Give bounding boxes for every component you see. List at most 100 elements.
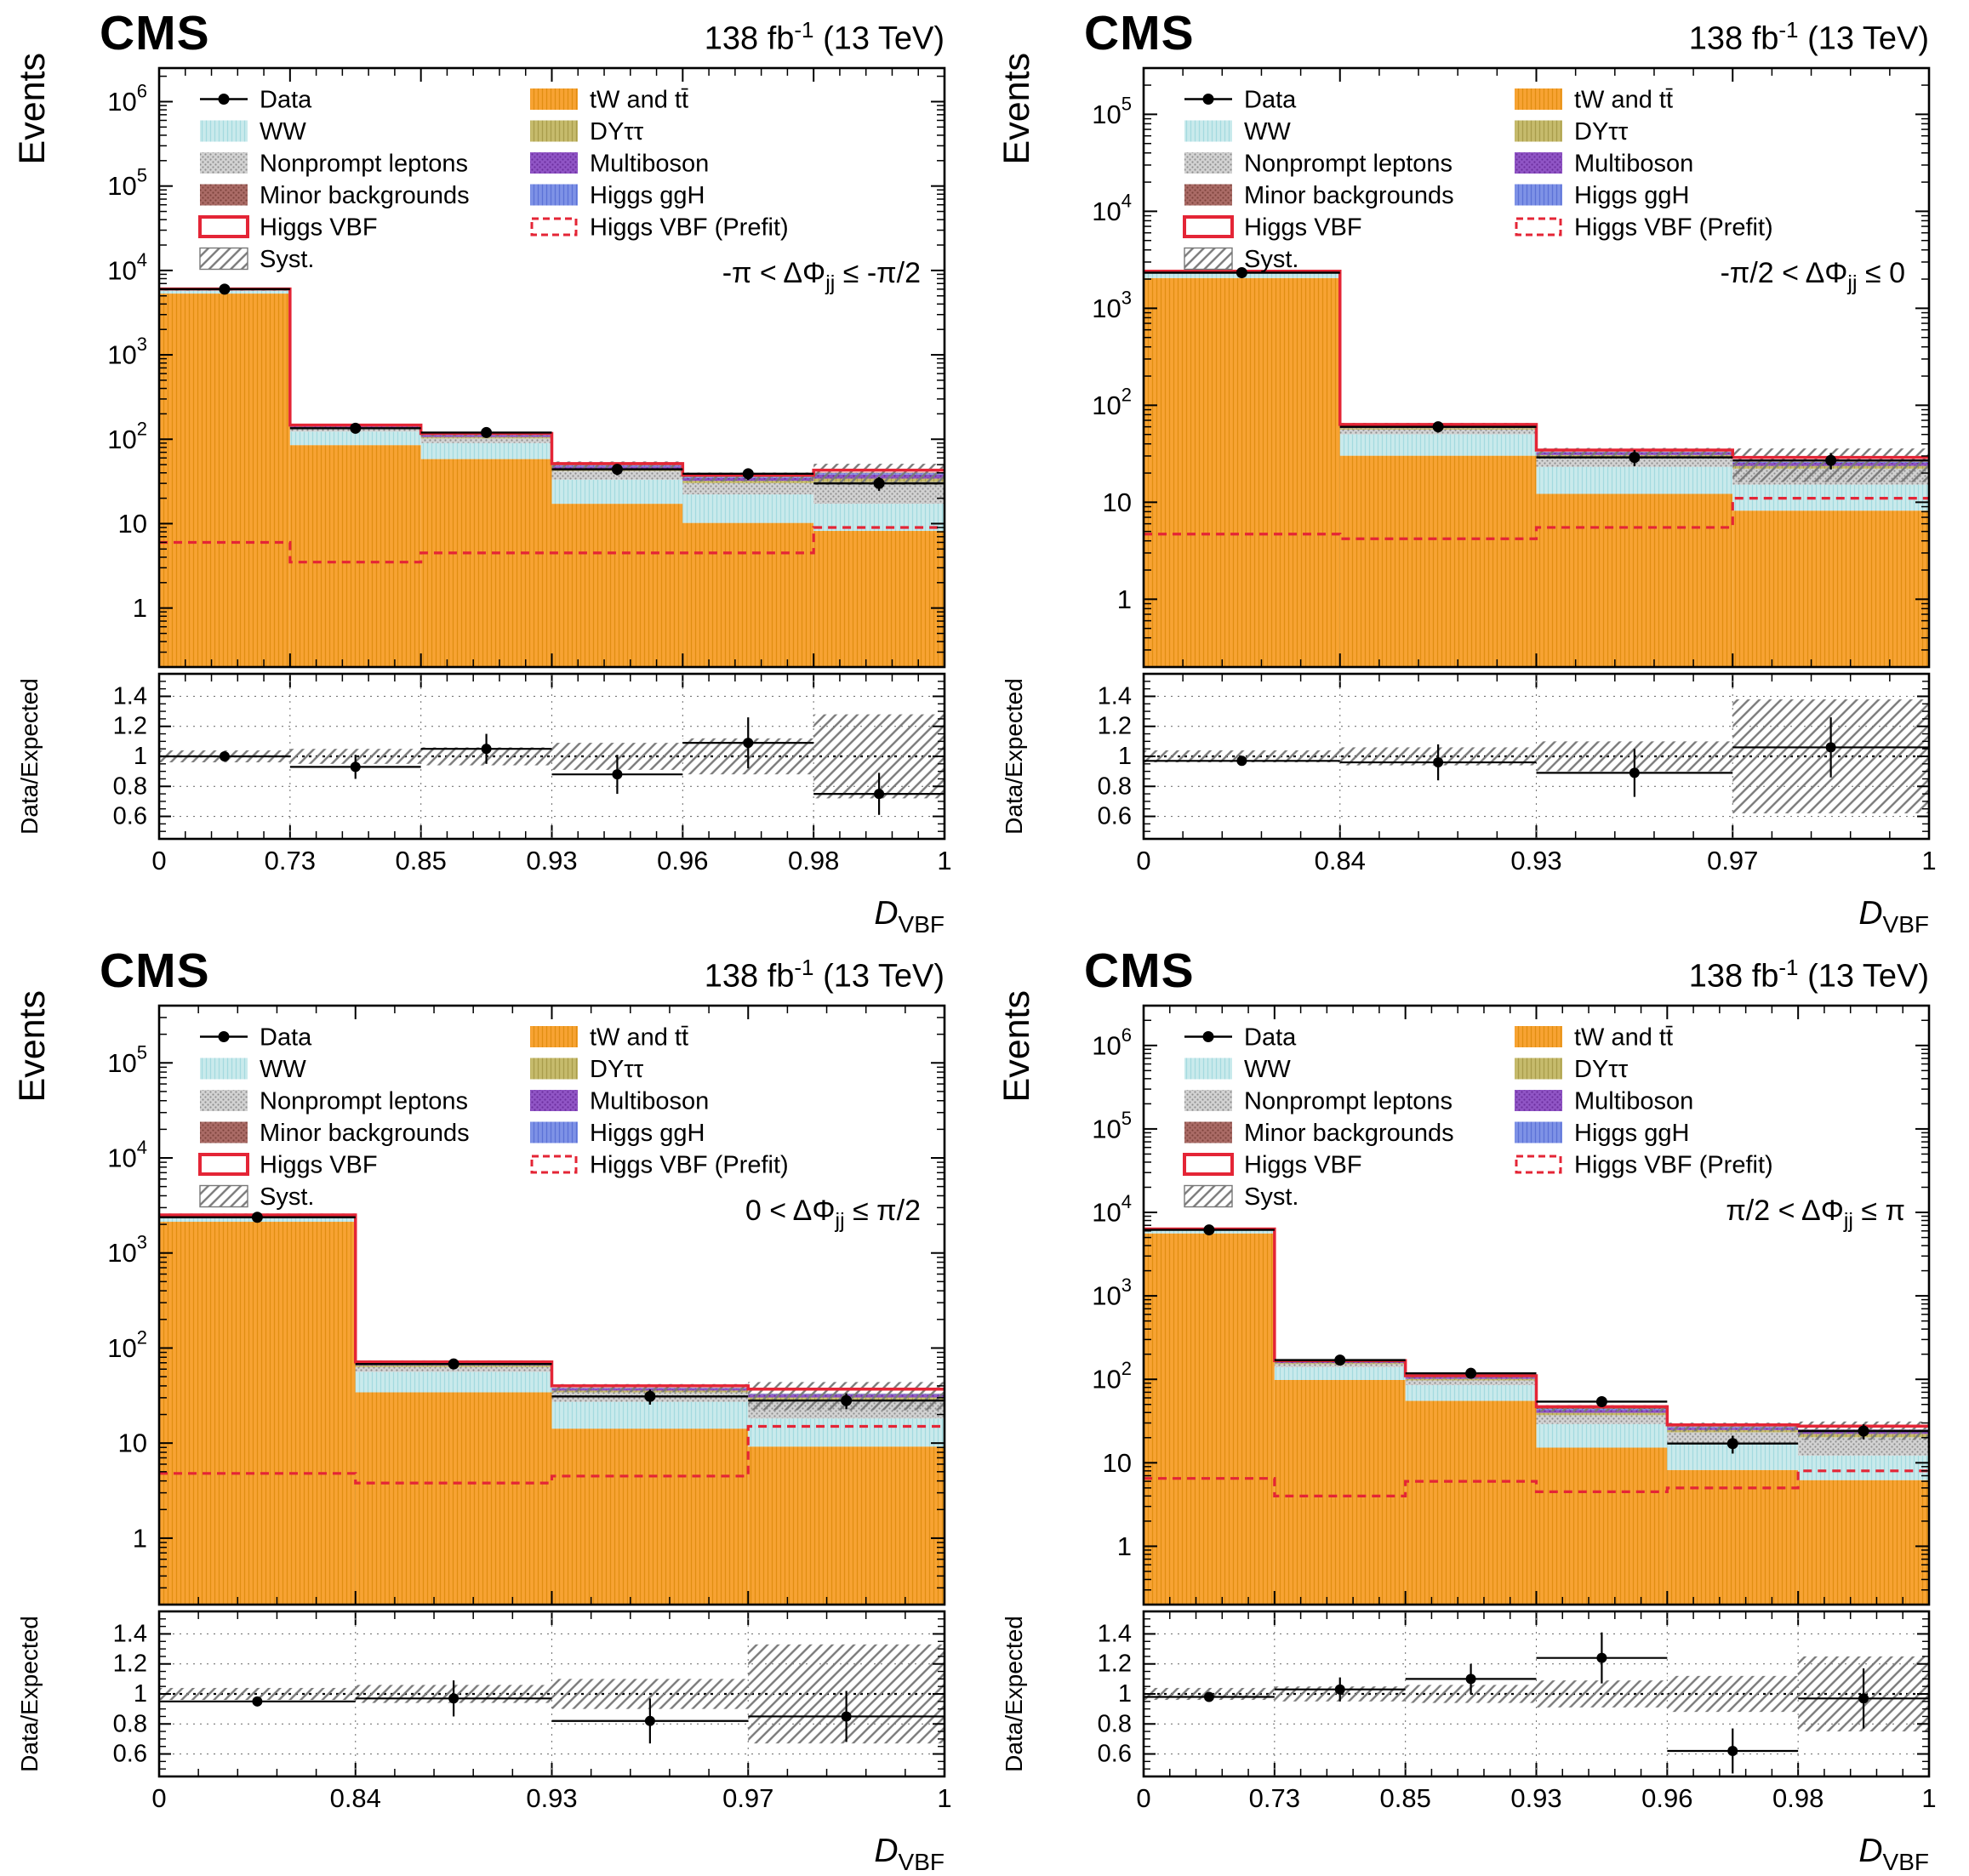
panel-dphi-neg-half-pi-to-zero: 1 10 102 103 104 105 0 0.84 0.93 0.97 1 0.6 0.8 1 1.2 1… bbox=[984, 0, 1969, 938]
x-axis: 0 0.73 0.85 0.93 0.96 0.98 1 bbox=[151, 68, 952, 875]
x-axis-title: DVBF bbox=[1858, 1833, 1929, 1875]
ratio-tick-label: 0.6 bbox=[1098, 1741, 1132, 1768]
ratio-tick-label: 0.6 bbox=[113, 803, 147, 830]
x-tick-label: 1 bbox=[1921, 846, 1936, 875]
legend-label: Multiboson bbox=[590, 1088, 709, 1115]
ratio-tick-label: 0.8 bbox=[113, 1710, 147, 1737]
chart-canvas: 1 10 102 103 104 105 0 0.84 0.93 0.97 1 0.6 0.8 1 1.2 1… bbox=[984, 0, 1969, 938]
chart-svg: 1 10 102 103 104 105 106 0 0.73 0.85 0.93 0.96 0.98 1… bbox=[12, 53, 952, 938]
svg-text:104: 104 bbox=[107, 248, 147, 285]
ratio-tick-label: 1.2 bbox=[1098, 713, 1132, 740]
legend-item-multiboson: Multiboson bbox=[530, 151, 709, 178]
data-point bbox=[1726, 1438, 1738, 1450]
stacked-histogram bbox=[1144, 1224, 1929, 1605]
legend-item-minor: Minor backgrounds bbox=[200, 1120, 470, 1147]
ratio-tick-label: 1 bbox=[134, 1680, 147, 1708]
main-frame bbox=[157, 66, 946, 669]
svg-text:105: 105 bbox=[1092, 93, 1132, 129]
legend-label: DYττ bbox=[1574, 118, 1629, 145]
svg-text:104: 104 bbox=[1092, 190, 1132, 226]
data-point bbox=[742, 468, 754, 480]
legend-item-ggh: Higgs ggH bbox=[530, 1120, 705, 1147]
legend-label: tW and tt̄ bbox=[1574, 87, 1673, 114]
x-tick-label: 0 bbox=[1136, 1783, 1150, 1813]
legend-item-syst: Syst. bbox=[1184, 246, 1298, 273]
data-point bbox=[350, 422, 362, 434]
legend-label: tW and tt̄ bbox=[1574, 1024, 1673, 1052]
ratio-point bbox=[481, 744, 492, 755]
data-point bbox=[1629, 452, 1641, 464]
legend-item-prefit: Higgs VBF (Prefit) bbox=[1515, 1152, 1773, 1179]
legend-item-nonprompt: Nonprompt leptons bbox=[1184, 151, 1452, 178]
legend-label: Higgs ggH bbox=[590, 1120, 705, 1147]
legend-label: Higgs VBF bbox=[260, 214, 378, 242]
x-tick-label: 0.98 bbox=[788, 846, 839, 875]
lumi-exponent: -1 bbox=[794, 17, 814, 43]
data-point bbox=[1203, 1224, 1215, 1236]
lumi-energy: (13 TeV) bbox=[813, 20, 945, 57]
svg-text:1: 1 bbox=[1117, 1531, 1132, 1561]
legend-item-vbf: Higgs VBF bbox=[1183, 1152, 1362, 1179]
svg-text:102: 102 bbox=[107, 1326, 147, 1363]
ratio-point bbox=[841, 1711, 852, 1722]
legend-label: Nonprompt leptons bbox=[1244, 151, 1452, 178]
x-axis: 0 0.84 0.93 0.97 1 bbox=[151, 1006, 952, 1813]
data-point bbox=[251, 1212, 263, 1223]
ratio-point bbox=[1334, 1684, 1345, 1695]
legend-item-nonprompt: Nonprompt leptons bbox=[1184, 1088, 1452, 1115]
x-tick-label: 0 bbox=[151, 1783, 166, 1813]
x-tick-label: 0.97 bbox=[722, 1783, 773, 1813]
region-label: -π/2 < ΔΦjj ≤ 0 bbox=[1721, 257, 1905, 295]
svg-text:106: 106 bbox=[107, 80, 147, 117]
data-point bbox=[219, 283, 231, 295]
panel-dphi-half-pi-to-pi: 1 10 102 103 104 105 106 0 0.73 0.85 0.93 0.96 0.98 1… bbox=[984, 938, 1969, 1876]
y-axis: 1 10 102 103 104 105 106 bbox=[107, 75, 945, 653]
svg-text:103: 103 bbox=[107, 334, 147, 370]
panel-dphi-zero-to-half-pi: 1 10 102 103 104 105 0 0.84 0.93 0.97 1 0.6 0.8 1 1.2 1… bbox=[0, 938, 984, 1876]
data-point bbox=[873, 477, 885, 489]
data-marker-icon bbox=[218, 94, 230, 105]
legend-item-multiboson: Multiboson bbox=[530, 1088, 709, 1115]
legend-item-ggh: Higgs ggH bbox=[1515, 1120, 1689, 1147]
ratio-tick-label: 0.8 bbox=[113, 773, 147, 800]
ratio-panel: 0.6 0.8 1 1.2 1.4 bbox=[1098, 673, 1929, 839]
legend-label: Higgs VBF (Prefit) bbox=[1574, 214, 1773, 242]
legend-label: Syst. bbox=[260, 246, 314, 273]
ratio-tick-label: 1 bbox=[1118, 743, 1132, 770]
syst-band bbox=[1536, 1405, 1668, 1412]
ratio-tick-label: 0.6 bbox=[1098, 803, 1132, 830]
lumi-energy: (13 TeV) bbox=[813, 958, 945, 995]
higgs-vbf-prefit-line bbox=[159, 1424, 945, 1485]
cms-label: CMS bbox=[1084, 944, 1195, 998]
ratio-y-axis-title: Data/Expected bbox=[1001, 1616, 1027, 1772]
legend-item-data: Data bbox=[200, 1024, 312, 1052]
legend-item-minor: Minor backgrounds bbox=[1184, 182, 1454, 209]
x-tick-label: 1 bbox=[937, 846, 951, 875]
svg-text:103: 103 bbox=[1092, 1274, 1132, 1311]
legend-item-minor: Minor backgrounds bbox=[200, 182, 470, 209]
legend-label: DYττ bbox=[590, 1056, 644, 1083]
x-tick-label: 0.73 bbox=[1249, 1783, 1300, 1813]
data-point bbox=[1334, 1354, 1346, 1366]
ratio-point bbox=[1465, 1674, 1476, 1685]
lumi-label: 138 fb-1 (13 TeV) bbox=[705, 955, 945, 995]
data-point bbox=[448, 1358, 459, 1370]
ratio-point bbox=[743, 738, 754, 749]
legend-item-ggh: Higgs ggH bbox=[1515, 182, 1689, 209]
legend: Data WW Nonprompt leptons Minor backgrounds… bbox=[198, 87, 789, 273]
syst-band bbox=[551, 1383, 749, 1393]
stacked-histogram bbox=[159, 1212, 945, 1605]
x-tick-label: 0.96 bbox=[1641, 1783, 1692, 1813]
legend-label: tW and tt̄ bbox=[590, 1024, 688, 1052]
legend-item-data: Data bbox=[1184, 87, 1297, 114]
legend-item-tw_tt: tW and tt̄ bbox=[530, 87, 688, 114]
svg-text:103: 103 bbox=[107, 1231, 147, 1268]
ratio-tick-label: 1 bbox=[1118, 1680, 1132, 1708]
legend-item-dytt: DYττ bbox=[1515, 118, 1629, 145]
svg-text:1: 1 bbox=[133, 1523, 147, 1553]
legend-item-dytt: DYττ bbox=[530, 118, 644, 145]
lumi-label: 138 fb-1 (13 TeV) bbox=[1689, 955, 1929, 995]
legend-label: Data bbox=[1244, 87, 1297, 114]
ratio-tick-label: 0.8 bbox=[1098, 1710, 1132, 1737]
legend-item-dytt: DYττ bbox=[530, 1056, 644, 1083]
